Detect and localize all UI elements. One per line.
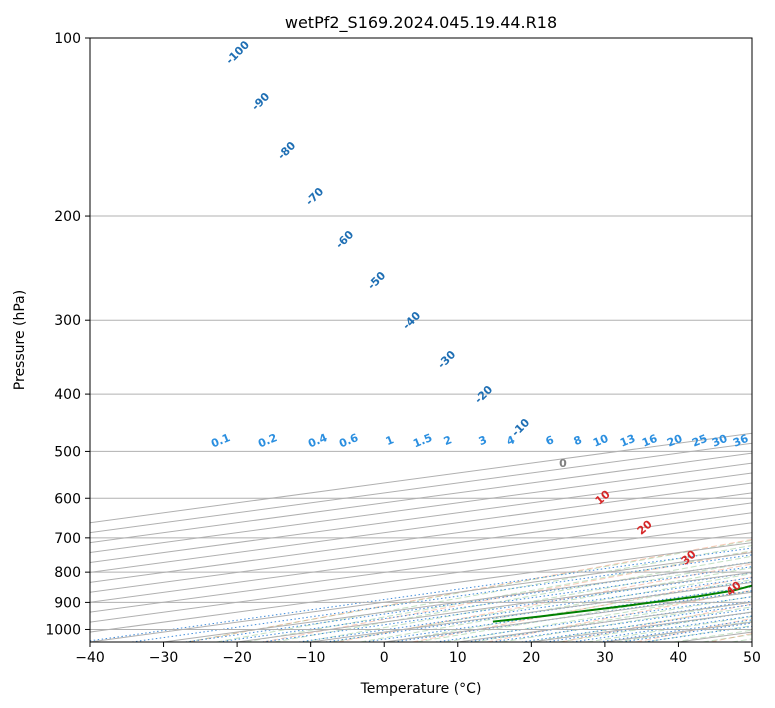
x-tick-label: −20 (222, 650, 252, 666)
isotherm-line (90, 492, 752, 583)
y-tick-label: 300 (54, 313, 81, 329)
y-tick-label: 1000 (45, 622, 81, 638)
mixing-ratio-label: 13 (618, 432, 637, 450)
isotherm-line (90, 502, 752, 593)
x-tick-label: 20 (522, 650, 540, 666)
mixing-ratio-label: 8 (572, 433, 584, 448)
isotherm-line (90, 462, 752, 554)
moist-adiabat-line (473, 596, 752, 642)
x-tick-label: 50 (743, 650, 761, 666)
y-tick-label: 900 (54, 595, 81, 611)
isotherm-line (90, 532, 752, 623)
moist-adiabat-line (245, 550, 752, 642)
plot-area (90, 38, 752, 642)
mixing-ratio-label: 25 (690, 432, 709, 450)
x-axis-label: Temperature (°C) (360, 681, 482, 697)
pressure-gridlines (90, 38, 752, 630)
mixing-ratio-label: 1 (384, 433, 396, 448)
plot-frame (89, 37, 753, 643)
y-axis-ticks: 100 200 300 400 500 600 700 800 900 1000 (45, 31, 90, 638)
y-axis-label: Pressure (hPa) (12, 290, 28, 390)
x-tick-label: −40 (75, 650, 105, 666)
mixing-ratio-label: 16 (640, 432, 659, 450)
dry-adiabat-line (263, 550, 752, 642)
y-tick-label: 800 (54, 565, 81, 581)
x-tick-label: 30 (596, 650, 614, 666)
isotherm-line (90, 482, 752, 573)
chart-title: wetPf2_S169.2024.045.19.44.R18 (285, 13, 557, 33)
mixing-ratio-line (131, 554, 752, 642)
x-tick-label: −30 (149, 650, 179, 666)
x-tick-label: 0 (380, 650, 389, 666)
x-tick-label: −10 (296, 650, 326, 666)
mixing-ratio-label: 2 (442, 433, 454, 448)
x-tick-label: 40 (670, 650, 688, 666)
mixing-ratio-line (521, 608, 752, 642)
zero-isotherm-label: 0 (559, 457, 567, 470)
moist-adiabat-line (187, 539, 752, 642)
dry-adiabats (188, 538, 752, 642)
dry-adiabat-line (412, 576, 752, 642)
moist-adiabat-line (360, 573, 752, 642)
y-tick-label: 700 (54, 531, 81, 547)
isotherm-line (90, 512, 752, 603)
isotherm-line (90, 472, 752, 563)
y-tick-label: 100 (54, 31, 81, 47)
mixing-ratio-label: 30 (710, 432, 729, 450)
moist-adiabat-line (216, 544, 752, 642)
mixing-ratio-line (90, 547, 752, 642)
mixing-ratio-line (572, 615, 752, 642)
y-tick-label: 500 (54, 444, 81, 460)
isotherm-line (90, 522, 752, 613)
moist-adiabat-line (274, 555, 752, 642)
dry-adiabat-line (337, 563, 752, 642)
isotherm-line (90, 452, 752, 544)
mixing-ratio-label: 20 (665, 432, 684, 450)
y-tick-label: 400 (54, 387, 81, 403)
x-tick-label: 10 (449, 650, 467, 666)
x-axis-ticks: −40 −30 −20 −10 0 10 20 30 40 50 (75, 642, 761, 666)
mixing-ratio-line (491, 604, 752, 642)
mixing-ratio-label: 36 (731, 432, 750, 450)
y-tick-label: 600 (54, 491, 81, 507)
y-tick-label: 200 (54, 209, 81, 225)
mixing-ratio-label: 10 (591, 432, 610, 450)
mixing-ratio-line (185, 561, 752, 642)
skewed-isotherms (90, 432, 752, 642)
mixing-ratio-label: 3 (477, 433, 489, 448)
dry-adiabat-line (486, 589, 752, 642)
